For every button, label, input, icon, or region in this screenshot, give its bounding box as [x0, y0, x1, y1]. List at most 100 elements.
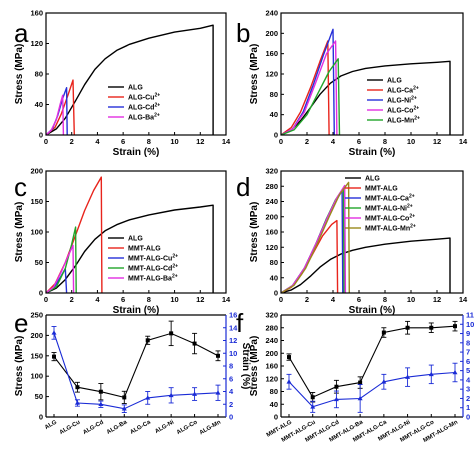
xtick-label-a-2: 4 [95, 137, 100, 146]
ytick-label-b-5: 200 [265, 29, 278, 38]
series-line-a-3 [46, 94, 65, 135]
panel-c: 0 2 4 6 8 10 12 14 0 50 100 150 200 Strain (%) Stress … [14, 167, 231, 317]
xtick-label-a-3: 6 [121, 137, 125, 146]
ylabel-c: Stress (MPa) [14, 202, 25, 263]
ytick-label-e-3: 150 [30, 351, 43, 360]
point-e-1-0 [51, 330, 57, 335]
xtick-label-c-6: 12 [196, 295, 204, 304]
panel-a: 0 2 4 6 8 10 12 14 0 40 80 120 160 Strain (%) Stress (… [14, 9, 231, 159]
y2tick-label-f-11: 11 [466, 311, 474, 320]
y2tick-label-f-4: 4 [466, 375, 471, 384]
xtick-label-a-4: 8 [147, 137, 151, 146]
ytick-label-f-8: 320 [265, 311, 278, 320]
ytick-label-f-4: 160 [265, 362, 278, 371]
plot-frame-b [280, 12, 464, 136]
y2tick-label-f-9: 9 [466, 329, 470, 338]
xtick-label-b-6: 12 [433, 137, 441, 146]
y2tick-label-e-0: 0 [229, 413, 233, 422]
category-label-e-5: ALG-Ni [154, 419, 175, 435]
point-f-1-5 [405, 374, 411, 379]
point-f-0-0 [287, 355, 291, 360]
point-f-1-3 [357, 395, 363, 401]
xtick-label-b-3: 6 [357, 137, 361, 146]
plot-frame-c [45, 170, 227, 294]
ytick-label-f-1: 40 [270, 400, 278, 409]
ytick-label-b-3: 120 [265, 70, 278, 79]
series-group-b [281, 28, 451, 135]
ytick-label-c-1: 50 [35, 258, 43, 267]
series-line-d-0 [281, 237, 451, 293]
ytick-label-c-0: 0 [39, 289, 43, 298]
point-e-0-4 [145, 338, 150, 343]
series-line-e-1 [53, 332, 219, 410]
xtick-label-c-5: 10 [170, 295, 178, 304]
ytick-label-a-1: 40 [35, 100, 43, 109]
xtick-label-b-2: 4 [331, 137, 336, 146]
ytick-label-e-4: 200 [30, 331, 43, 340]
y2tick-label-f-1: 1 [466, 403, 470, 412]
ylabel-a: Stress (MPa) [14, 44, 25, 105]
point-f-0-3 [358, 380, 363, 385]
ytick-label-d-2: 80 [270, 258, 278, 267]
legend-label-b-1: ALG-Ca2+ [387, 86, 419, 95]
ytick-label-e-1: 50 [35, 392, 43, 401]
ytick-label-d-3: 120 [265, 243, 278, 252]
series-line-b-3 [281, 40, 338, 135]
legend-label-c-3: MMT-ALG-Cd2+ [128, 264, 178, 273]
xtick-label-b-0: 0 [279, 137, 283, 146]
point-f-1-4 [381, 379, 387, 384]
ylabel-d: Stress (MPa) [249, 202, 260, 263]
xtick-label-c-2: 4 [95, 295, 100, 304]
ylabel-b: Stress (MPa) [249, 44, 260, 105]
point-e-1-7 [215, 390, 221, 395]
point-e-0-6 [192, 341, 197, 346]
ytick-label-b-0: 0 [274, 131, 278, 140]
category-label-e-6: ALG-Co [176, 419, 199, 436]
point-f-1-1 [310, 404, 316, 409]
panel-label-d: d [236, 172, 250, 202]
point-e-0-1 [75, 385, 80, 390]
legend-label-b-0: ALG [387, 78, 402, 85]
y2tick-label-e-7: 14 [229, 323, 238, 332]
xlabel-c: Strain (%) [113, 305, 160, 316]
ytick-label-d-8: 320 [265, 167, 278, 176]
ytick-label-e-5: 250 [30, 311, 43, 320]
panel-f: 0408012016020024028032001234567891011MMT… [249, 311, 474, 445]
ytick-label-d-1: 40 [270, 273, 278, 282]
point-f-0-2 [334, 384, 339, 389]
panel-label-f: f [236, 308, 244, 338]
panel-b: 0 2 4 6 8 10 12 14 0 40 80 120 160 200 240 Strain (%) St… [249, 9, 468, 159]
ytick-label-a-0: 0 [39, 131, 43, 140]
ytick-label-d-5: 200 [265, 212, 278, 221]
y2tick-label-f-6: 6 [466, 357, 470, 366]
category-label-e-7: ALG-Mn [199, 419, 222, 436]
series-group-a [46, 24, 214, 135]
y2tick-label-e-8: 16 [229, 311, 237, 320]
category-label-e-3: ALG-Ba [106, 419, 129, 436]
point-f-1-6 [428, 371, 434, 377]
ytick-label-d-7: 280 [265, 182, 278, 191]
point-e-0-7 [216, 353, 220, 358]
series-line-b-4 [281, 58, 341, 135]
y2tick-label-f-5: 5 [466, 366, 470, 375]
category-label-e-2: ALG-Cd [82, 419, 105, 436]
ytick-label-f-2: 80 [270, 387, 278, 396]
xtick-label-a-5: 10 [170, 137, 178, 146]
panel-label-a: a [14, 18, 29, 48]
legend-label-a-2: ALG-Cd2+ [128, 103, 160, 112]
ytick-label-b-2: 80 [270, 90, 278, 99]
legend-label-c-2: MMT-ALG-Cu2+ [128, 254, 178, 263]
series-line-b-1 [281, 40, 330, 135]
ytick-label-b-4: 160 [265, 49, 278, 58]
legend-label-a-1: ALG-Cu2+ [128, 93, 160, 102]
point-e-1-4 [145, 395, 151, 400]
ylabel-f: Stress (MPa) [249, 336, 260, 397]
series-line-f-1 [288, 371, 456, 408]
series-line-a-1 [46, 79, 75, 135]
series-group-d [281, 181, 451, 293]
legend-label-d-4: MMT-ALG-Co2+ [365, 214, 415, 223]
xtick-label-d-3: 6 [357, 295, 361, 304]
xtick-label-a-7: 14 [222, 137, 231, 146]
point-e-1-6 [192, 391, 198, 396]
